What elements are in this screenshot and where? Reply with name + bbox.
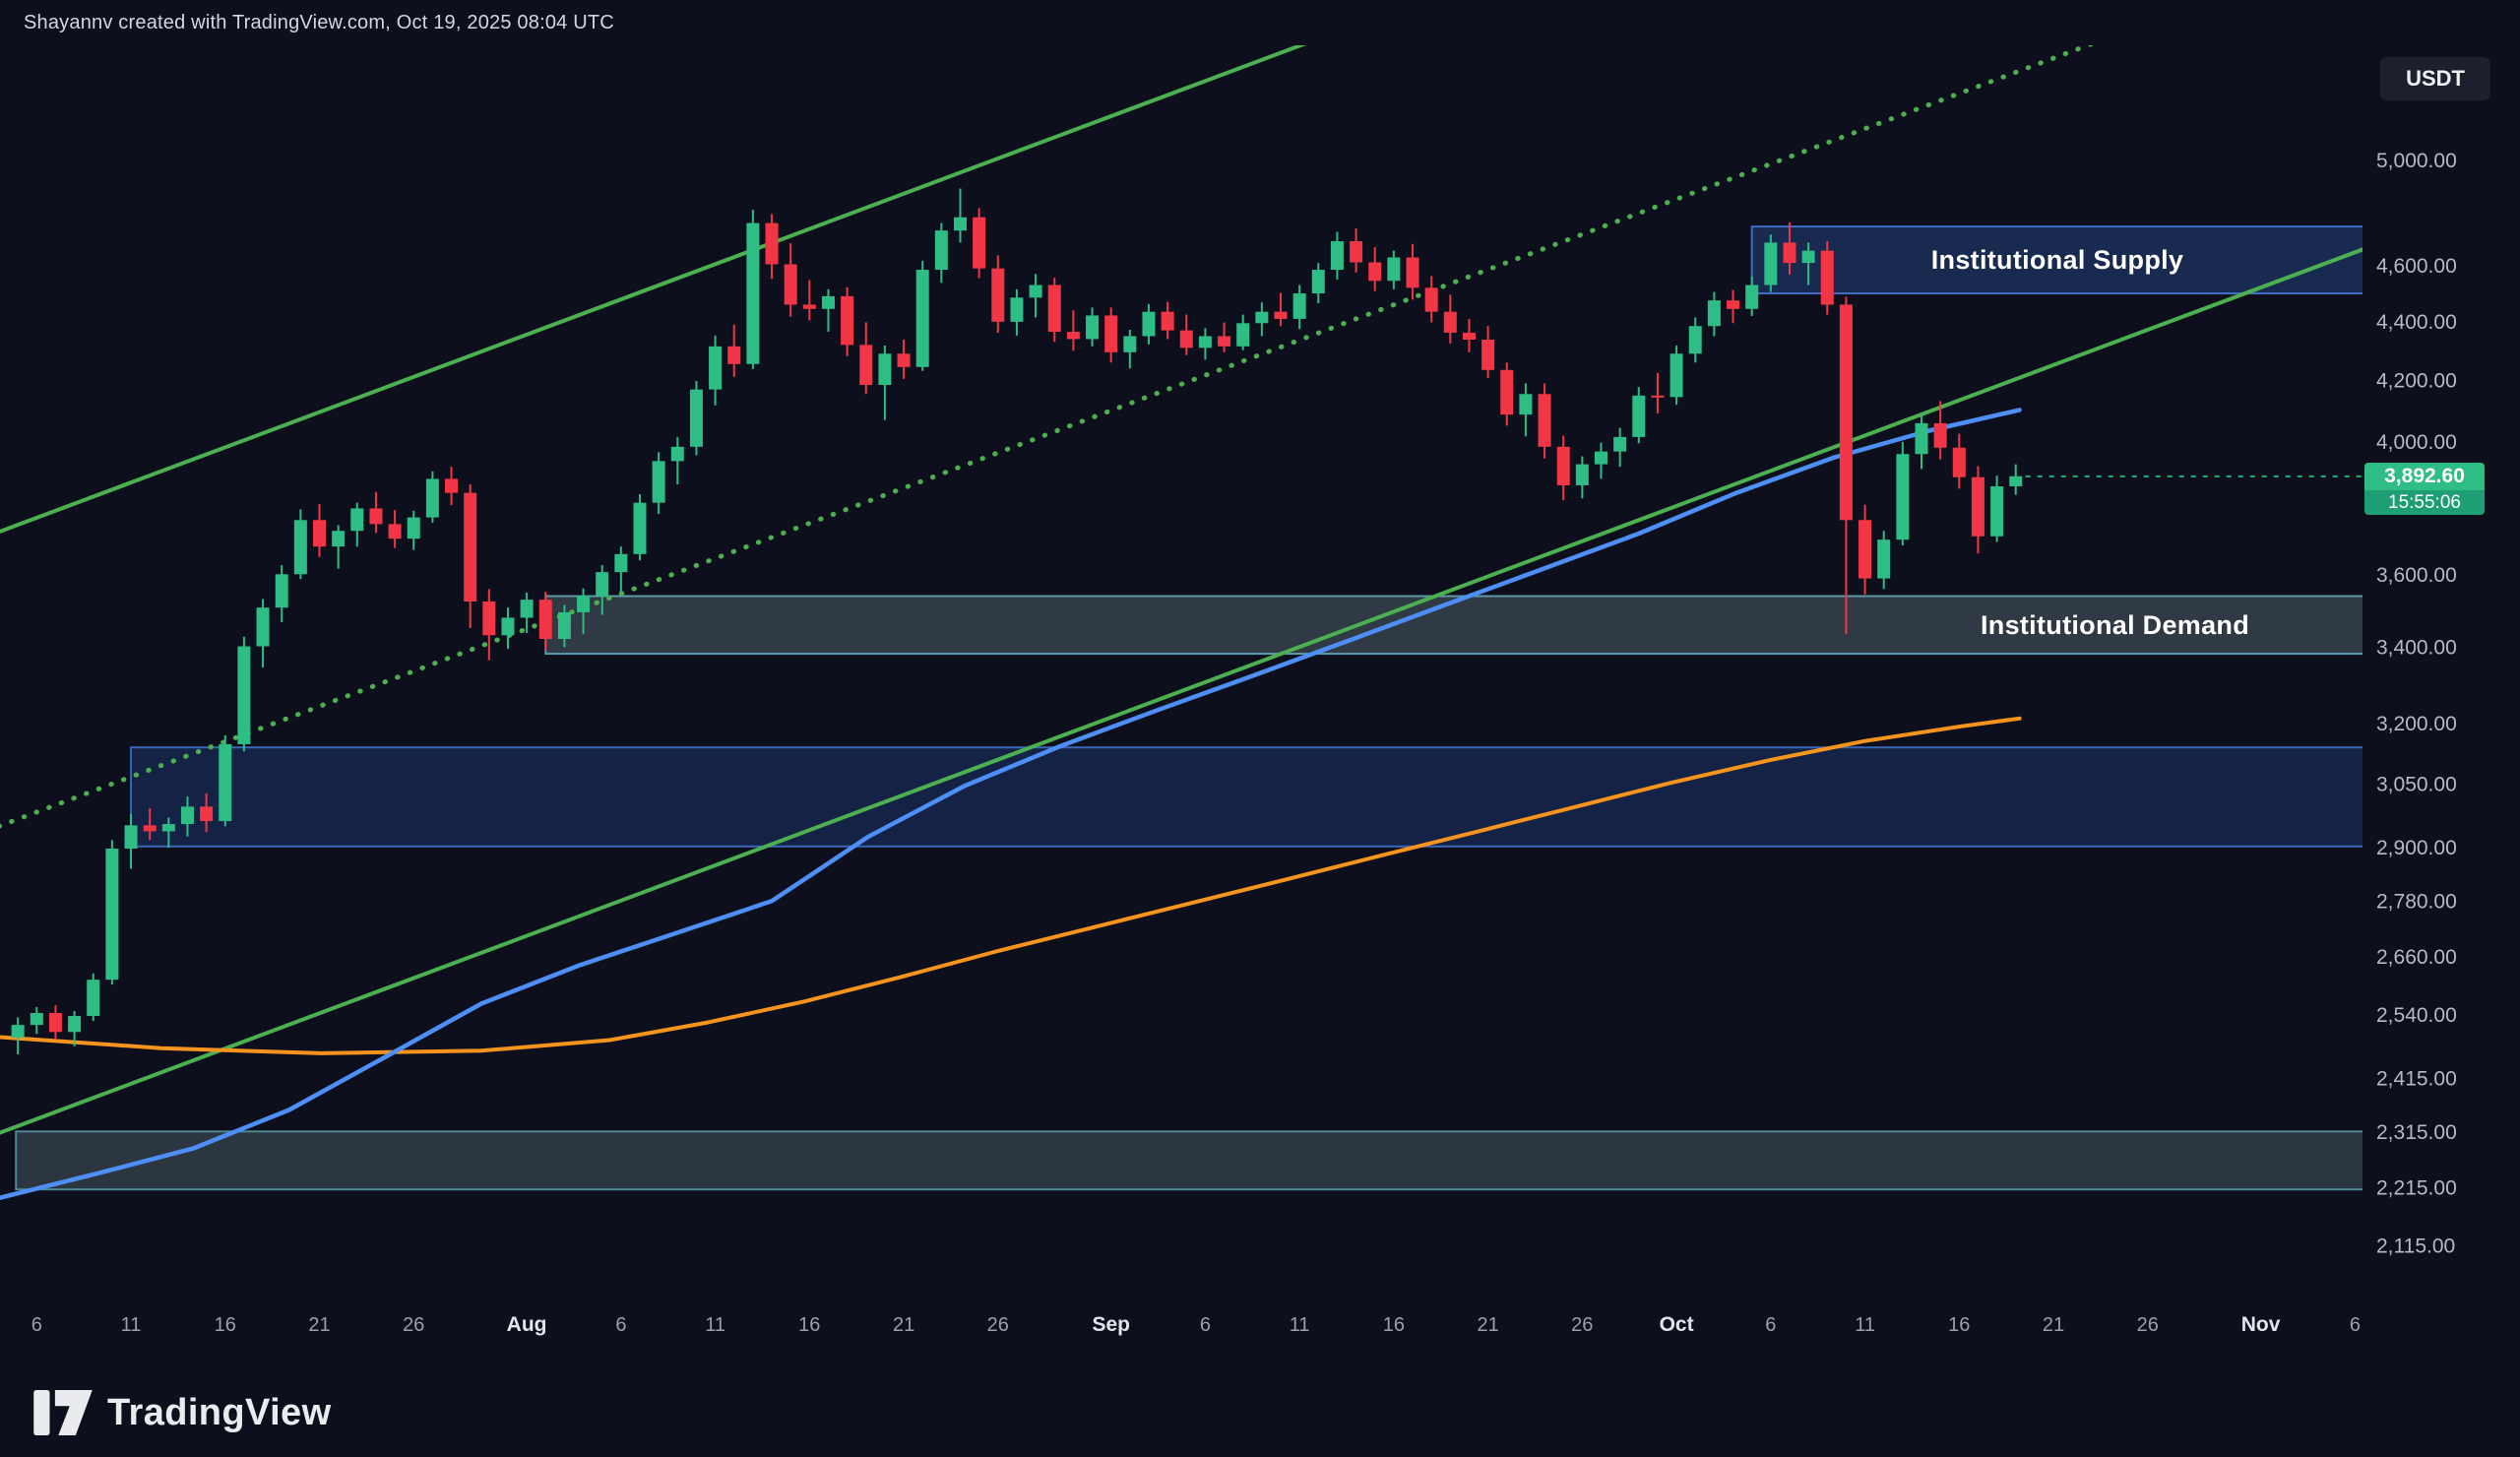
institutional-demand-zone <box>544 595 2362 656</box>
price-tick: 2,780.00 <box>2376 890 2457 913</box>
price-tick: 4,400.00 <box>2376 311 2457 334</box>
time-axis[interactable]: 6 11 16 21 26 Aug 6 11 16 21 26 Sep 6 11 16 21 26 Oct 6 11 1… <box>32 1313 2361 1336</box>
time-tick: 6 <box>615 1314 626 1336</box>
last-price-badge: 3,892.60 15:55:06 <box>2364 463 2485 515</box>
quote-currency-chip[interactable]: USDT <box>2380 57 2490 100</box>
time-tick: 6 <box>32 1314 42 1336</box>
ma-fast-blue-line <box>0 408 2022 1200</box>
price-tick: 2,215.00 <box>2376 1177 2457 1200</box>
channel-upper-line <box>0 45 1307 535</box>
time-tick: 26 <box>987 1314 1009 1336</box>
price-tick: 4,200.00 <box>2376 370 2457 393</box>
institutional-supply-zone <box>1750 225 2362 295</box>
price-tick: 4,600.00 <box>2376 255 2457 278</box>
price-tick: 5,000.00 <box>2376 150 2457 172</box>
time-tick: 11 <box>1855 1314 1875 1336</box>
bar-countdown: 15:55:06 <box>2364 490 2485 515</box>
trend-channel <box>0 45 2362 1135</box>
time-tick: Oct <box>1660 1313 1694 1336</box>
chart-canvas[interactable]: 6 11 16 21 26 Aug 6 11 16 21 26 Sep 6 11 16 21 26 Oct 6 11 1… <box>0 45 2520 1457</box>
ma-slow-orange-line <box>0 716 2022 1055</box>
time-tick: 21 <box>893 1314 914 1336</box>
price-tick: 2,115.00 <box>2376 1235 2455 1258</box>
last-price-value: 3,892.60 <box>2364 463 2485 490</box>
price-tick: 3,050.00 <box>2376 774 2457 796</box>
time-tick: Aug <box>507 1313 547 1336</box>
channel-lower-line <box>0 247 2362 1135</box>
brand-footer: TradingView <box>33 1390 332 1435</box>
price-tick: 3,200.00 <box>2376 713 2457 735</box>
time-tick: 26 <box>403 1314 424 1336</box>
chart-credit: Shayannv created with TradingView.com, O… <box>24 11 614 33</box>
time-tick: 6 <box>1765 1314 1776 1336</box>
time-tick: 26 <box>2137 1314 2159 1336</box>
price-chart-svg[interactable]: 6 11 16 21 26 Aug 6 11 16 21 26 Sep 6 11 16 21 26 Oct 6 11 1… <box>0 45 2520 1457</box>
price-tick: 2,660.00 <box>2376 946 2457 969</box>
time-tick: 6 <box>1200 1314 1211 1336</box>
time-tick: 21 <box>1477 1314 1498 1336</box>
price-axis[interactable]: 5,000.00 4,600.00 4,400.00 4,200.00 4,000.00… <box>2376 150 2457 1258</box>
price-tick: 2,900.00 <box>2376 837 2457 859</box>
tradingview-logo-icon[interactable] <box>33 1390 93 1435</box>
time-tick: 11 <box>705 1314 725 1336</box>
candles-layer <box>11 188 2023 1054</box>
time-tick: 21 <box>2043 1314 2064 1336</box>
time-tick: 16 <box>1383 1314 1405 1336</box>
price-tick: 2,415.00 <box>2376 1068 2457 1091</box>
price-tick: 2,540.00 <box>2376 1004 2457 1027</box>
time-tick: Nov <box>2241 1313 2281 1336</box>
zones-layer <box>15 225 2362 1191</box>
header-bar: Shayannv created with TradingView.com, O… <box>0 0 2520 45</box>
time-tick: 6 <box>2350 1314 2361 1336</box>
time-tick: 26 <box>1571 1314 1593 1336</box>
time-tick: Sep <box>1092 1313 1130 1336</box>
time-tick: 11 <box>1290 1314 1310 1336</box>
mid-accumulation-zone <box>130 746 2362 848</box>
plot-layers[interactable] <box>0 45 2374 1200</box>
time-tick: 16 <box>1948 1314 1970 1336</box>
price-tick: 2,315.00 <box>2376 1121 2457 1144</box>
price-tick: 3,600.00 <box>2376 564 2457 587</box>
time-tick: 21 <box>308 1314 330 1336</box>
price-tick: 4,000.00 <box>2376 431 2457 454</box>
time-tick: 16 <box>215 1314 236 1336</box>
channel-mid-dotted-line <box>0 45 2096 829</box>
time-tick: 11 <box>121 1314 142 1336</box>
time-tick: 16 <box>798 1314 820 1336</box>
lower-support-zone <box>15 1130 2362 1191</box>
brand-name[interactable]: TradingView <box>107 1391 332 1433</box>
price-tick: 3,400.00 <box>2376 636 2457 659</box>
